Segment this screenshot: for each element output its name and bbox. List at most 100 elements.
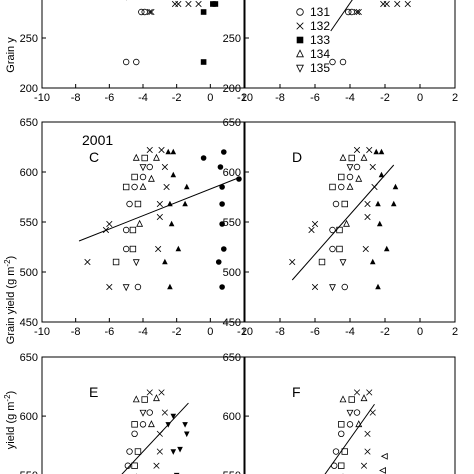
data-point-c [102, 226, 110, 234]
data-point-c [134, 283, 142, 291]
data-point-e [156, 448, 163, 455]
data-point-d [369, 163, 376, 171]
data-point-d [378, 148, 385, 155]
data-point-c [122, 226, 130, 234]
legend-label-a: 133 [310, 33, 330, 47]
data-point-d [360, 153, 368, 161]
data-point-c [161, 163, 168, 171]
data-point-f [346, 409, 354, 417]
regression-line-b [330, 0, 353, 32]
data-point-f [355, 420, 363, 428]
data-point-d [369, 258, 376, 265]
data-point-c [147, 174, 155, 182]
regression-line-f [324, 403, 375, 474]
data-point-e [153, 394, 160, 402]
x-tick-label-b: 2 [452, 92, 458, 104]
data-point-f [341, 448, 348, 455]
data-point-d [338, 183, 345, 191]
regression-line-e [121, 402, 189, 474]
data-point-d [336, 245, 343, 253]
data-point-a [141, 8, 148, 16]
data-point-e [141, 396, 148, 403]
data-point-f [353, 409, 361, 416]
data-point-d [392, 183, 399, 190]
data-point-c [122, 245, 130, 253]
data-point-e [156, 430, 163, 437]
legend-marker-a [296, 49, 304, 58]
data-point-c [112, 258, 120, 266]
data-point-c [167, 200, 173, 207]
data-point-d [383, 245, 390, 252]
data-point-d [339, 153, 347, 161]
y-tick-label-f: 650 [223, 352, 241, 364]
data-point-a [200, 9, 207, 15]
data-point-b [404, 0, 411, 8]
data-point-c [170, 171, 177, 178]
panel-a-frame [41, 0, 245, 89]
data-point-e [182, 422, 188, 428]
legend-marker-a [296, 8, 304, 16]
x-tick-label-a: -4 [138, 92, 148, 104]
data-point-d [373, 148, 380, 155]
legend-label-a: 132 [310, 19, 330, 33]
panel-d-plot-area [289, 146, 399, 292]
data-point-c [84, 258, 91, 266]
data-point-c [139, 182, 147, 190]
panel-f-plot-area [324, 389, 388, 474]
panel-e-frame [41, 356, 245, 474]
data-point-c [221, 246, 227, 252]
data-point-c [106, 283, 113, 291]
data-point-d [346, 164, 354, 172]
y-axis-label-top: Grain y [5, 37, 17, 73]
data-point-b [355, 8, 362, 16]
data-point-d [353, 163, 361, 171]
y-tick-label-b: 250 [223, 33, 241, 45]
data-point-e [146, 409, 153, 416]
data-point-f [360, 394, 368, 402]
y-axis-label-middle: Grain yield (g m-2) [3, 256, 17, 344]
data-point-c [219, 201, 225, 207]
data-point-a [148, 8, 155, 16]
data-point-b [329, 58, 336, 66]
data-point-d [329, 284, 336, 292]
panel-a-plot-area [122, 0, 219, 66]
data-point-f [338, 430, 345, 438]
data-point-e [153, 462, 160, 469]
y-tick-label-e: 650 [20, 352, 38, 364]
x-tick-label-c: -10 [34, 326, 50, 338]
data-point-d [366, 146, 373, 154]
data-point-c [139, 173, 147, 181]
data-point-c [221, 149, 227, 155]
data-point-d [338, 173, 345, 181]
data-point-e [161, 409, 168, 416]
data-point-e [139, 409, 147, 417]
data-point-c [129, 226, 137, 234]
panel-f: 550600650F132133 [223, 352, 456, 474]
x-tick-label-d: -10 [237, 326, 253, 338]
data-point-d [353, 146, 361, 154]
data-point-d [289, 258, 296, 266]
x-tick-label-d: -8 [275, 326, 285, 338]
panel-label-f: F [292, 384, 301, 400]
y-tick-label-d: 650 [223, 117, 241, 129]
data-point-c [126, 200, 133, 208]
data-point-c [219, 221, 225, 227]
panel-label-c: C [89, 149, 99, 165]
panel-e-plot-area [121, 389, 190, 474]
y-tick-label-c: 500 [20, 267, 38, 279]
data-point-e [170, 413, 177, 420]
data-point-f [360, 462, 368, 469]
data-point-e [146, 389, 153, 396]
y-tick-label-d: 550 [223, 217, 241, 229]
y-tick-label-d: 500 [223, 267, 241, 279]
data-point-c [122, 284, 130, 292]
data-point-d [371, 183, 378, 191]
data-point-f [339, 395, 347, 403]
data-point-a [195, 0, 202, 8]
data-point-d [311, 283, 319, 291]
data-point-e [132, 395, 140, 403]
data-point-d [339, 259, 347, 267]
data-point-c [162, 258, 168, 265]
data-point-c [156, 200, 163, 208]
data-point-c [156, 213, 163, 221]
